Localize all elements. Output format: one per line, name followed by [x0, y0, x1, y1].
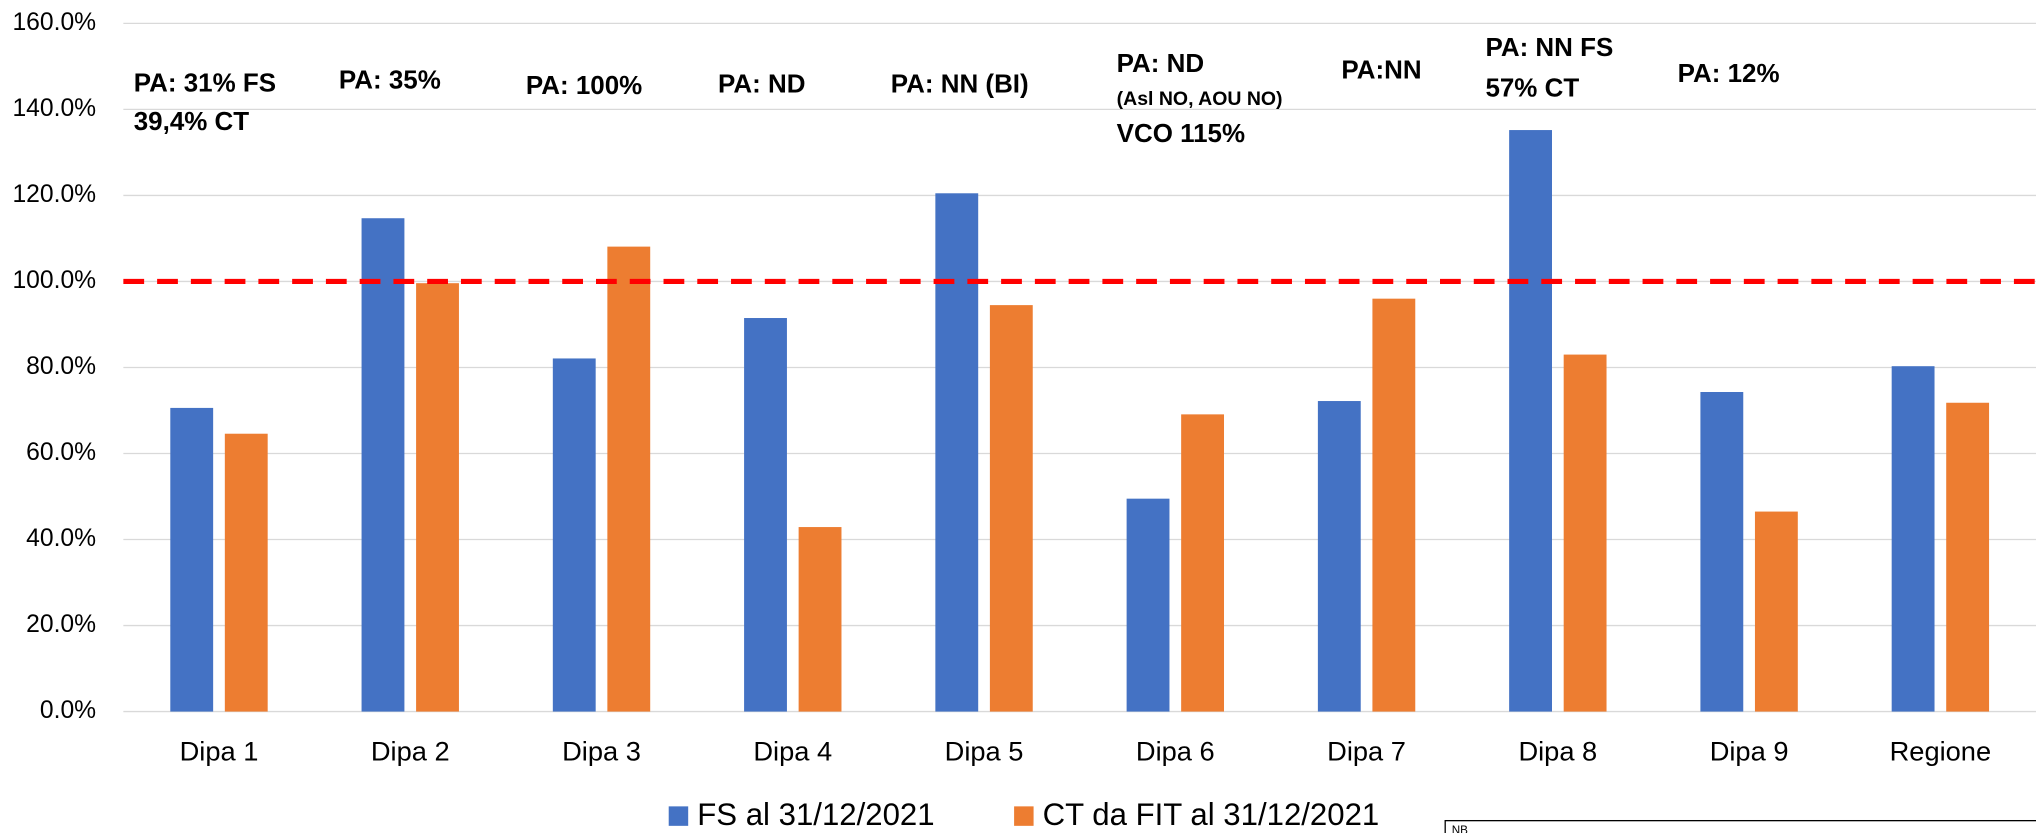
annotation: 57% CT — [1485, 72, 1579, 102]
annotation: VCO 115% — [1117, 118, 1245, 148]
annotation: PA:NN — [1341, 54, 1421, 84]
y-tick-label: 80.0% — [26, 353, 96, 380]
legend-swatch — [1014, 806, 1034, 826]
x-tick-label: Dipa 9 — [1710, 735, 1789, 766]
x-tick-label: Dipa 8 — [1518, 735, 1597, 766]
bar — [989, 305, 1033, 712]
bar — [1891, 366, 1935, 712]
bar — [224, 433, 268, 712]
annotation: PA: NN FS — [1485, 32, 1613, 62]
bar — [607, 246, 651, 712]
note-box — [1444, 819, 2036, 833]
y-tick-label: 100.0% — [12, 267, 96, 294]
bar — [1563, 354, 1607, 712]
legend-swatch — [668, 806, 689, 826]
y-tick-label: 160.0% — [12, 9, 96, 36]
bar — [1126, 498, 1170, 712]
x-tick-label: Dipa 1 — [180, 735, 259, 766]
x-tick-label: Dipa 7 — [1327, 735, 1406, 766]
x-tick-label: Dipa 4 — [753, 735, 832, 766]
bar — [1754, 511, 1798, 712]
annotation: PA: 12% — [1678, 58, 1780, 88]
x-tick-label: Dipa 3 — [562, 735, 641, 766]
annotation: PA: ND — [718, 69, 805, 99]
bar — [935, 193, 979, 712]
legend-label: FS al 31/12/2021 — [697, 797, 934, 832]
y-tick-label: 120.0% — [12, 181, 96, 208]
bar — [1946, 402, 1990, 712]
x-tick-label: Regione — [1890, 735, 1992, 766]
y-tick-label: 20.0% — [26, 611, 96, 638]
bar — [798, 527, 842, 712]
y-tick-label: 140.0% — [12, 95, 96, 122]
legend-label: CT da FIT al 31/12/2021 — [1043, 797, 1380, 832]
bar — [1181, 414, 1225, 712]
y-tick-label: 40.0% — [26, 525, 96, 552]
y-tick-label: 60.0% — [26, 439, 96, 466]
bar — [1700, 391, 1744, 712]
x-tick-label: Dipa 6 — [1136, 735, 1215, 766]
annotation: PA: NN (BI) — [891, 69, 1029, 99]
annotation: PA: 31% FS — [134, 67, 276, 97]
annotation: (Asl NO, AOU NO) — [1117, 88, 1283, 110]
y-tick-label: 0.0% — [40, 697, 96, 724]
annotation: PA: ND — [1117, 48, 1204, 78]
note: NB — [1452, 824, 1468, 833]
bar — [552, 358, 596, 712]
bar — [1372, 298, 1416, 712]
bar — [170, 407, 214, 712]
annotation: PA: 100% — [526, 70, 642, 100]
annotation: 39,4% CT — [134, 106, 250, 136]
bar — [1509, 130, 1552, 712]
bar — [361, 218, 405, 712]
annotation: PA: 35% — [339, 65, 441, 95]
x-tick-label: Dipa 5 — [945, 735, 1024, 766]
bar — [744, 318, 787, 712]
bar — [416, 283, 459, 712]
bar — [1317, 401, 1361, 712]
x-tick-label: Dipa 2 — [371, 735, 450, 766]
